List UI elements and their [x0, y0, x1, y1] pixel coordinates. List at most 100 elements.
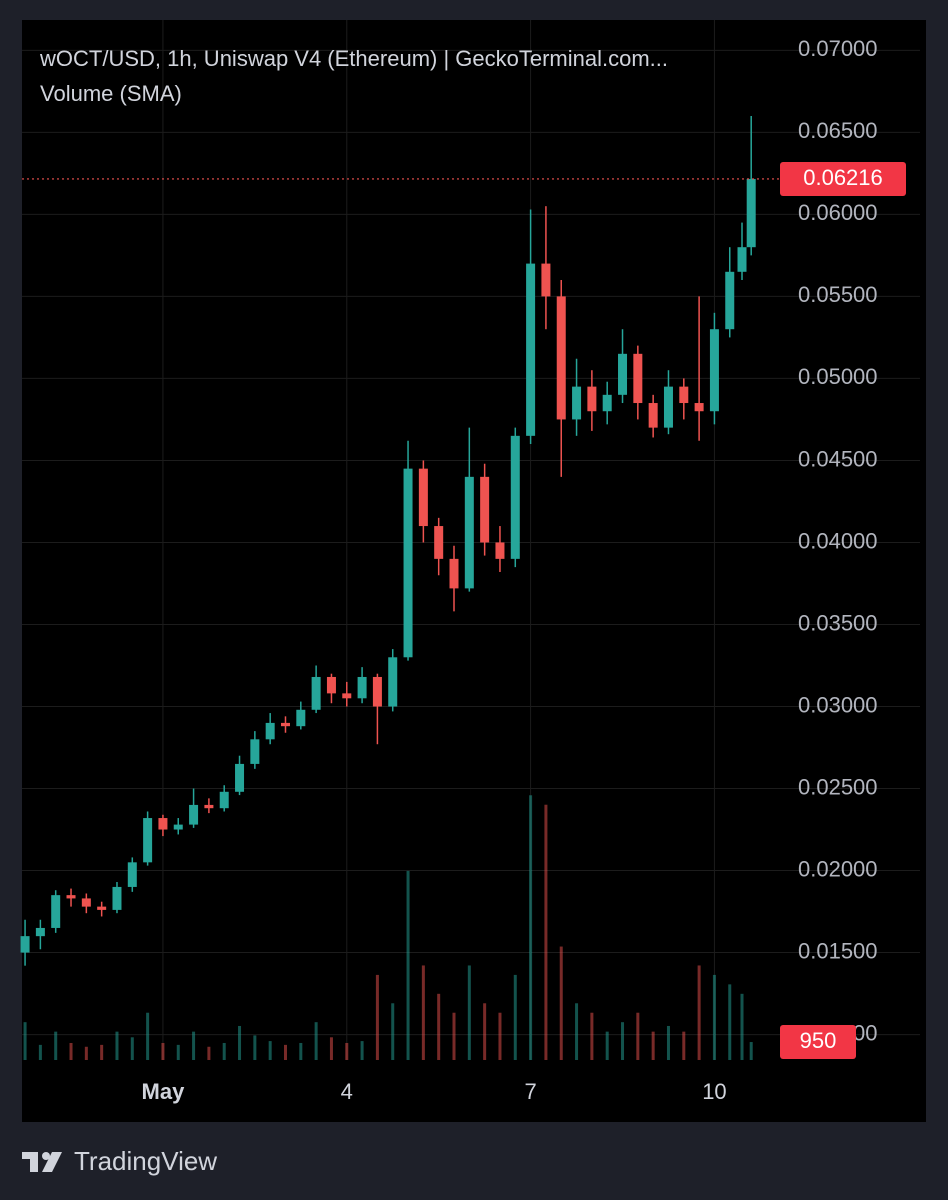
x-tick-label: May — [142, 1079, 186, 1104]
volume-bar — [84, 1046, 88, 1060]
volume-bar — [360, 1041, 364, 1060]
volume-bar — [498, 1012, 502, 1060]
y-tick-label: 0.02000 — [798, 856, 878, 881]
candle-body — [418, 468, 428, 527]
volume-bar — [421, 965, 425, 1060]
volume-bar — [666, 1025, 670, 1060]
volume-bar — [345, 1042, 349, 1060]
candle-body — [633, 353, 643, 404]
candle-body — [143, 818, 153, 863]
volume-bar — [559, 946, 563, 1060]
candle-body — [526, 263, 536, 436]
y-tick-label: 0.03500 — [798, 610, 878, 635]
candle-body — [403, 468, 413, 658]
volume-bar — [712, 974, 716, 1060]
candle-body — [51, 895, 61, 928]
candle-body — [372, 676, 382, 707]
candle-body — [556, 296, 566, 420]
candle-body — [602, 394, 612, 412]
candle-body — [663, 386, 673, 428]
candle-body — [541, 263, 551, 297]
volume-bar — [222, 1042, 226, 1060]
candle-body — [35, 927, 45, 937]
x-tick-label: 10 — [702, 1079, 726, 1104]
volume-bar — [437, 993, 441, 1060]
chart-subtitle: Volume (SMA) — [40, 81, 182, 106]
volume-bar — [192, 1031, 196, 1060]
y-tick-label: 0.04000 — [798, 528, 878, 553]
candle-body — [280, 722, 290, 727]
x-tick-label: 4 — [341, 1079, 353, 1104]
volume-bar — [238, 1025, 242, 1060]
y-tick-label: 0.06500 — [798, 118, 878, 143]
volume-bar — [575, 1003, 579, 1060]
volume-bar — [529, 795, 533, 1060]
y-tick-label: 0.02500 — [798, 774, 878, 799]
y-tick-label: 0.03000 — [798, 692, 878, 717]
volume-bar — [682, 1031, 686, 1060]
volume-bar — [329, 1037, 333, 1060]
y-tick-label: 0.05000 — [798, 364, 878, 389]
y-tick-label: 0.05500 — [798, 282, 878, 307]
candle-body — [709, 329, 719, 412]
candle-body — [326, 676, 336, 694]
last-price-label: 0.06216 — [803, 165, 883, 190]
volume-bar — [299, 1042, 303, 1060]
volume-bar — [590, 1012, 594, 1060]
candle-body — [189, 804, 199, 825]
candle-body — [112, 886, 122, 910]
candle-body — [725, 271, 735, 330]
candle-body — [235, 763, 245, 792]
volume-bar — [636, 1012, 640, 1060]
candle-body — [618, 353, 628, 395]
volume-bar — [375, 974, 379, 1060]
volume-bar — [69, 1042, 73, 1060]
volume-bar — [253, 1035, 257, 1060]
candle-body — [449, 558, 459, 589]
volume-bar — [100, 1044, 104, 1060]
y-tick-label: 0.06000 — [798, 200, 878, 225]
candle-body — [434, 526, 444, 559]
volume-bar — [38, 1044, 42, 1060]
volume-bar — [544, 804, 548, 1060]
candle-body — [97, 906, 107, 910]
candle-body — [158, 818, 168, 830]
volume-bar — [452, 1012, 456, 1060]
volume-bar — [605, 1031, 609, 1060]
volume-bar — [146, 1012, 150, 1060]
volume-bar — [161, 1042, 165, 1060]
candle-body — [495, 542, 505, 559]
candle-body — [219, 791, 229, 809]
candle-body — [204, 804, 214, 809]
candle-body — [464, 476, 474, 589]
y-tick-label: 0.07000 — [798, 36, 878, 61]
candle-body — [510, 435, 520, 559]
candle-body — [20, 936, 30, 953]
candle-body — [587, 386, 597, 412]
candle-body — [250, 739, 260, 764]
candle-body — [679, 386, 689, 404]
candle-body — [357, 676, 367, 699]
chart-background — [22, 20, 926, 1122]
volume-bar — [130, 1037, 134, 1060]
volume-bar — [749, 1042, 753, 1060]
candle-body — [66, 895, 76, 899]
candle-body — [127, 862, 137, 887]
volume-bar — [268, 1041, 272, 1060]
candle-body — [694, 403, 704, 412]
volume-bar — [621, 1022, 625, 1060]
candle-body — [572, 386, 582, 420]
volume-bar — [54, 1031, 58, 1060]
y-tick-label: 0.01500 — [798, 938, 878, 963]
candle-body — [265, 722, 275, 740]
last-price-box — [780, 161, 906, 196]
volume-bar — [728, 984, 732, 1060]
volume-bar — [467, 965, 471, 1060]
tradingview-logo — [22, 1152, 62, 1172]
volume-bar — [391, 1003, 395, 1060]
y-tick-label: 0.04500 — [798, 446, 878, 471]
last-volume-label: 950 — [800, 1028, 837, 1053]
x-tick-label: 7 — [524, 1079, 536, 1104]
candle-body — [746, 178, 756, 248]
volume-bar — [176, 1044, 180, 1060]
